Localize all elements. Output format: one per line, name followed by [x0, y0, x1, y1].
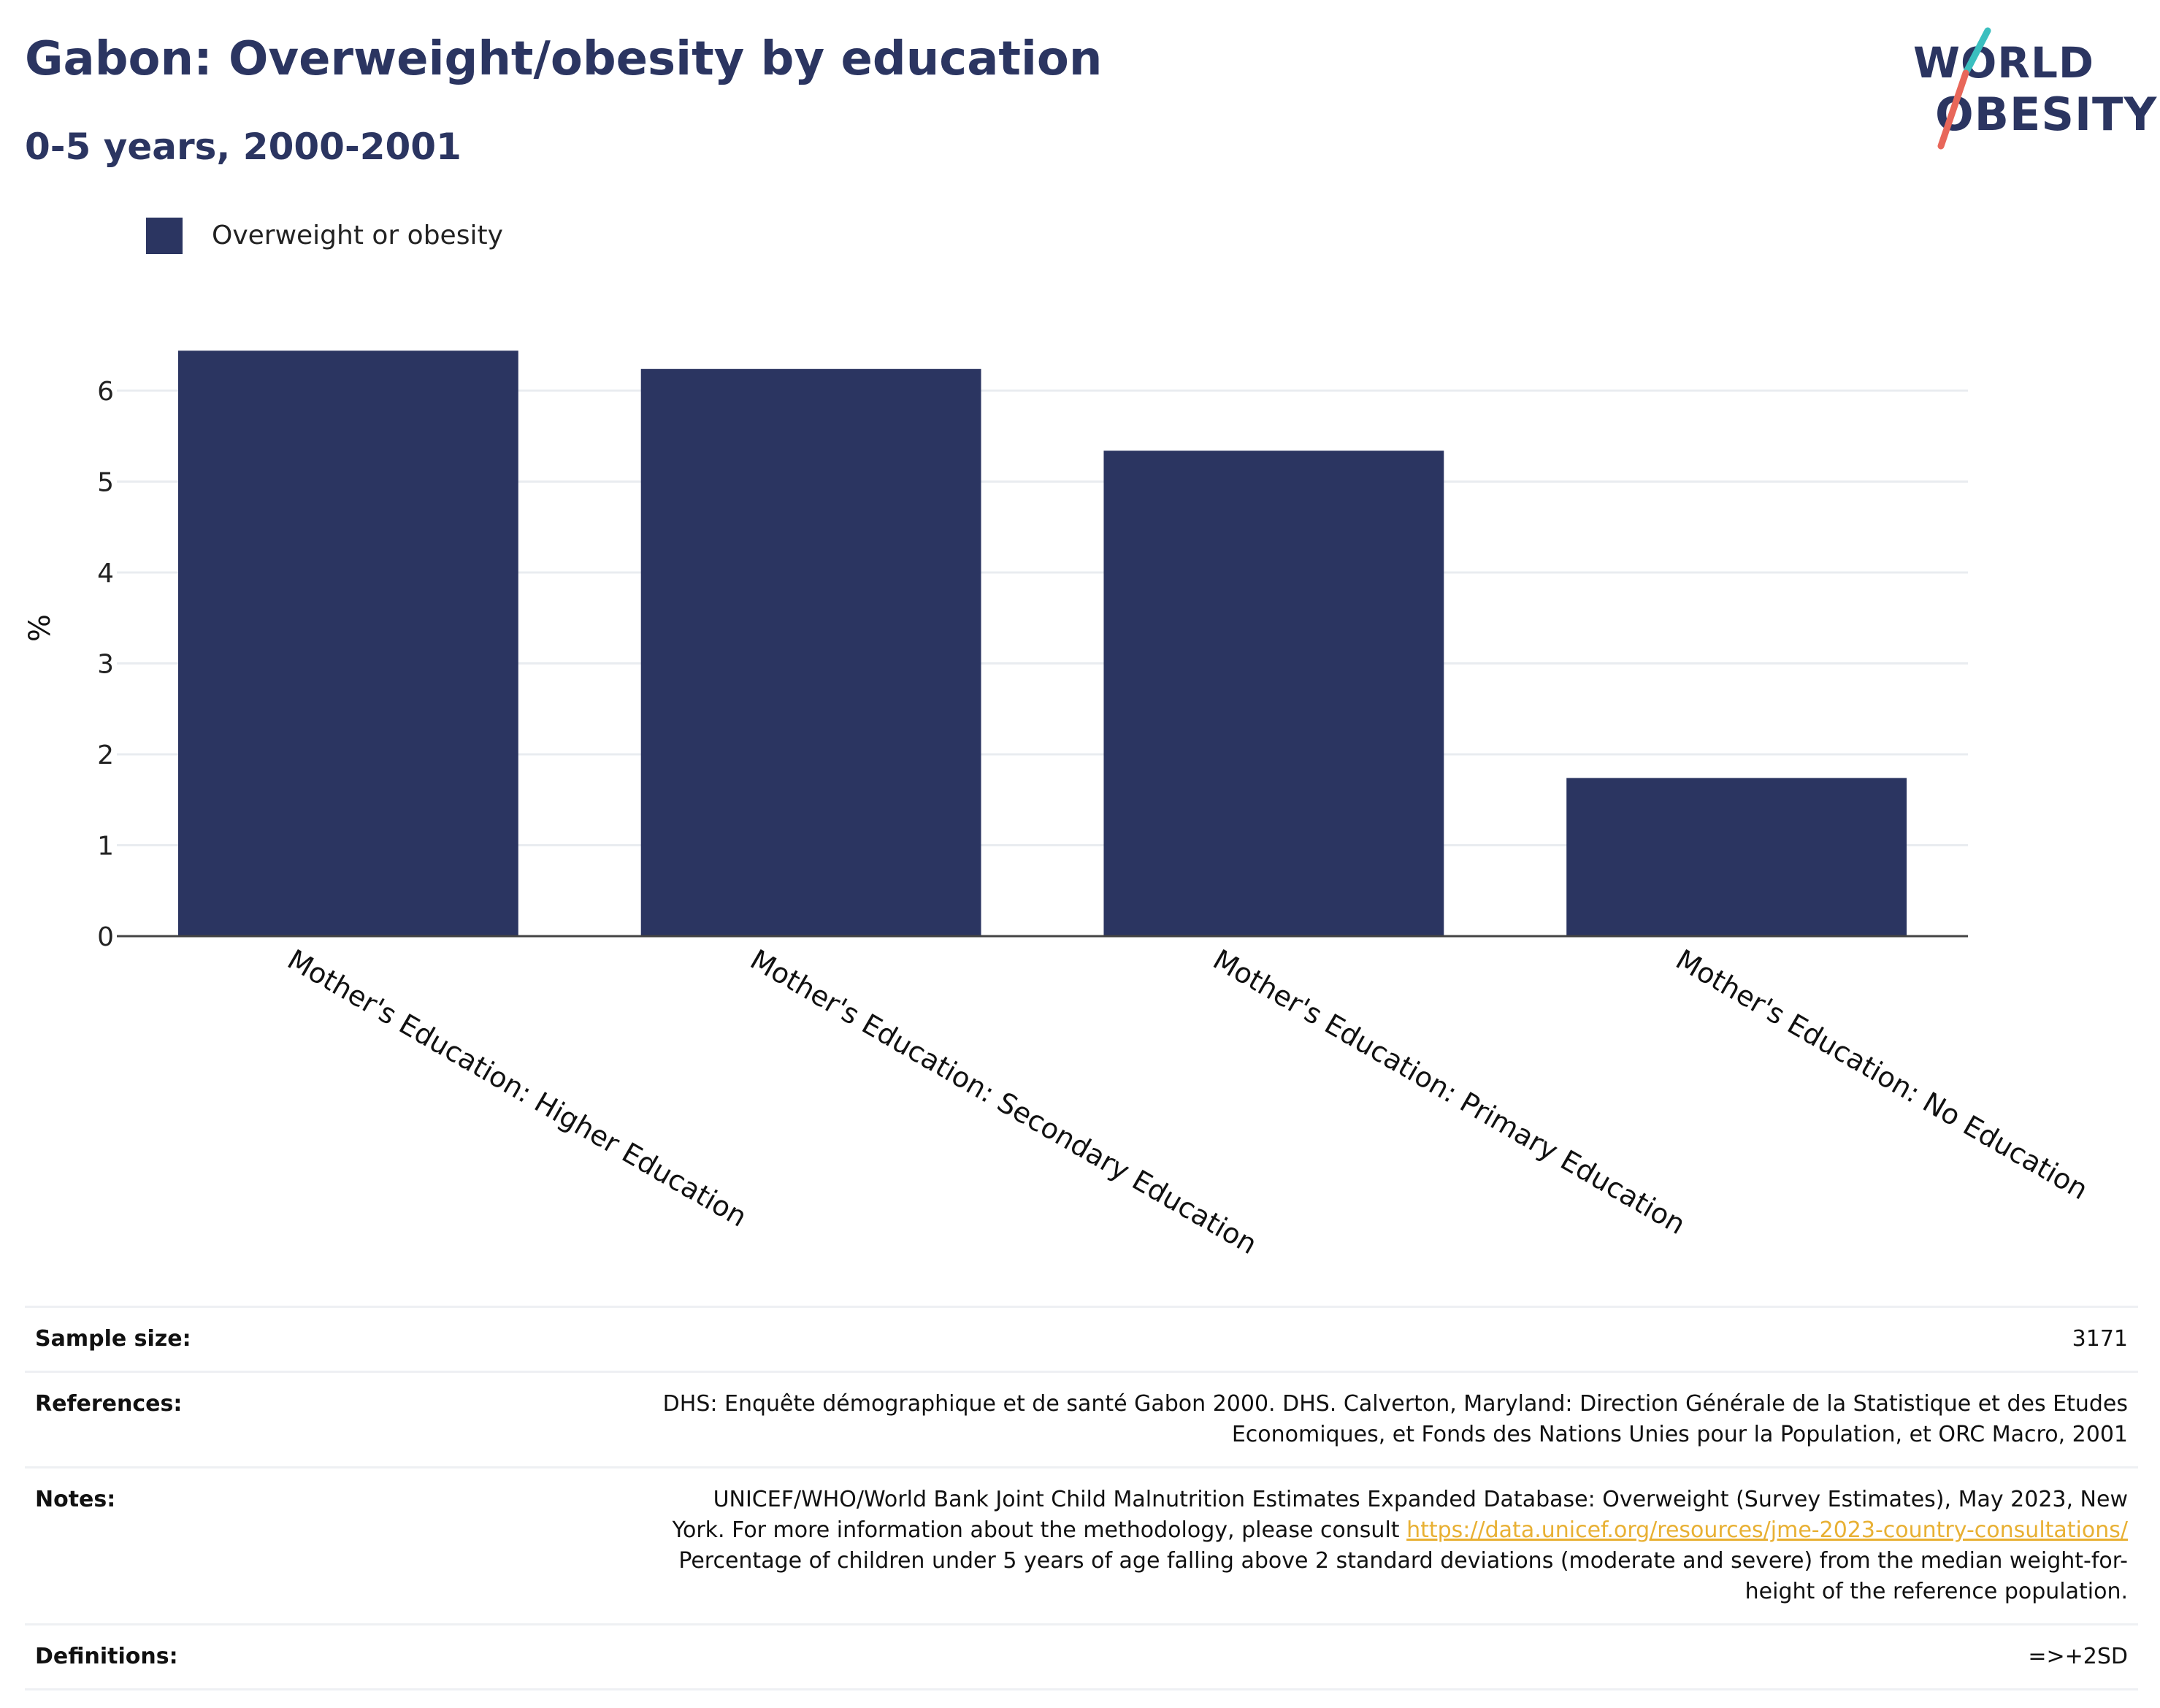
bars	[177, 351, 1907, 937]
x-tick-label: Mother's Education: Secondary Education	[745, 943, 1263, 1261]
notes-value: UNICEF/WHO/World Bank Joint Child Malnut…	[425, 1466, 2138, 1625]
x-tick-label: Mother's Education: Primary Education	[1208, 943, 1691, 1241]
references-value: DHS: Enquête démographique et de santé G…	[425, 1371, 2138, 1468]
y-tick-label: 1	[97, 832, 114, 862]
definitions-label: Definitions:	[25, 1623, 425, 1690]
y-tick-label: 3	[97, 650, 114, 680]
legend-swatch	[146, 218, 183, 254]
info-row-sample-size: Sample size: 3171	[25, 1306, 2138, 1373]
y-tick-label: 2	[97, 740, 114, 770]
world-obesity-logo: WORLD OBESITY	[1906, 22, 2156, 153]
x-tick-labels: Mother's Education: Higher EducationMoth…	[282, 943, 2093, 1261]
notes-link[interactable]: https://data.unicef.org/resources/jme-20…	[1406, 1517, 2128, 1543]
bar	[1103, 451, 1444, 936]
bar	[640, 369, 981, 936]
info-row-definitions: Definitions: =>+2SD	[25, 1623, 2138, 1690]
y-tick-label: 4	[97, 559, 114, 589]
y-axis-title: %	[23, 614, 57, 642]
sample-size-label: Sample size:	[25, 1306, 425, 1373]
bar	[177, 351, 518, 937]
chart-subtitle: 0-5 years, 2000-2001	[25, 126, 462, 168]
bar	[1566, 778, 1907, 936]
x-tick-label: Mother's Education: No Education	[1671, 943, 2094, 1206]
logo-line-1: WORLD	[1913, 38, 2095, 88]
y-tick-label: 0	[97, 922, 114, 952]
notes-line-3: Percentage of children under 5 years of …	[678, 1548, 2128, 1574]
info-table: Sample size: 3171 References: DHS: Enquê…	[25, 1306, 2138, 1690]
info-row-references: References: DHS: Enquête démographique e…	[25, 1371, 2138, 1468]
bar-chart: 0 1 2 3 4 5 6 Mother's Education: Higher Educa…	[23, 351, 2094, 1261]
x-tick-label: Mother's Education: Higher Education	[282, 943, 752, 1233]
chart-title: Gabon: Overweight/obesity by education	[25, 32, 1103, 86]
sample-size-value: 3171	[425, 1306, 2138, 1373]
legend-label: Overweight or obesity	[212, 221, 503, 250]
logo-line-2: OBESITY	[1935, 88, 2158, 141]
y-tick-label: 5	[97, 468, 114, 498]
references-line-2: Economiques, et Fonds des Nations Unies …	[1231, 1422, 2128, 1447]
notes-line-4: height of the reference population.	[1745, 1579, 2128, 1604]
definitions-value: =>+2SD	[425, 1623, 2138, 1690]
logo-slash-icon	[1937, 27, 1991, 150]
references-line-1: DHS: Enquête démographique et de santé G…	[662, 1391, 2128, 1417]
info-row-notes: Notes: UNICEF/WHO/World Bank Joint Child…	[25, 1466, 2138, 1625]
notes-line-1: UNICEF/WHO/World Bank Joint Child Malnut…	[713, 1487, 2128, 1512]
y-tick-label: 6	[97, 377, 114, 407]
y-tick-labels: 0 1 2 3 4 5 6	[97, 377, 114, 952]
notes-label: Notes:	[25, 1466, 425, 1625]
notes-line-2: York. For more information about the met…	[672, 1517, 1400, 1543]
references-label: References:	[25, 1371, 425, 1468]
